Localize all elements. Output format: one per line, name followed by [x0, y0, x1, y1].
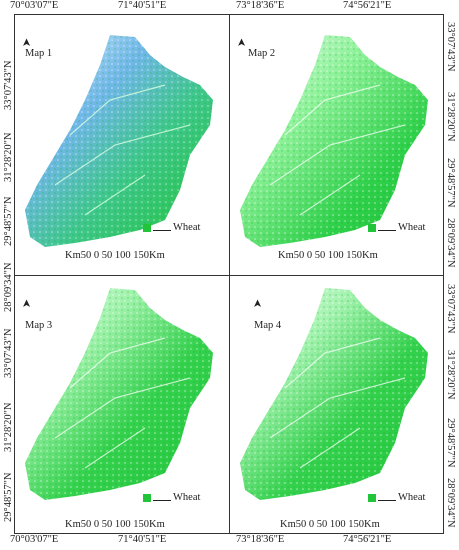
left-latitude-3: 29°48'57"N [3, 196, 14, 246]
wheat-swatch [143, 223, 151, 232]
horizontal-divider [14, 275, 444, 276]
top-longitude-1: 70°03'07"E [10, 0, 59, 11]
vertical-divider [229, 14, 230, 534]
right-latitude-2: 31°28'20"N [445, 92, 456, 142]
right-latitude-7: 29°48'57"N [445, 418, 456, 468]
bottom-longitude-4: 74°56'21"E [343, 534, 392, 545]
left-latitude-5: 33°07'43"N [3, 328, 14, 378]
right-latitude-1: 33°07'43"N [445, 22, 456, 72]
right-latitude-4: 28°09'34"N [445, 218, 456, 268]
map-3-legend: Wheat [143, 492, 200, 503]
top-longitude-4: 74°56'21"E [343, 0, 392, 11]
north-arrow-icon: ➤ [21, 298, 34, 309]
legend-line [378, 224, 396, 231]
map-1-title: Map 1 [25, 48, 53, 59]
map-2-scale-bar: Km50 0 50 100 150Km [278, 250, 378, 261]
map-2-region [240, 35, 428, 247]
map-3-legend-label: Wheat [173, 492, 201, 503]
map-1-legend: Wheat [143, 222, 200, 233]
left-latitude-6: 31°28'20"N [3, 402, 14, 452]
left-latitude-2: 31°28'20"N [3, 132, 14, 182]
map-3-region [25, 288, 213, 500]
left-latitude-1: 33°07'43"N [3, 60, 14, 110]
legend-line [153, 494, 171, 501]
right-latitude-6: 31°28'20"N [445, 350, 456, 400]
left-latitude-4: 28°09'34"N [3, 262, 14, 312]
map-panel-1: ➤ Map 1 Wheat Km50 0 50 100 150Km [15, 15, 229, 275]
north-arrow-icon: ➤ [236, 37, 249, 48]
map-2-legend: Wheat [368, 222, 425, 233]
north-arrow-icon: ➤ [252, 298, 265, 309]
map-2-title: Map 2 [248, 48, 276, 59]
map-4-title: Map 4 [254, 320, 282, 331]
map-1-region [25, 35, 213, 247]
map-2-legend-label: Wheat [398, 222, 426, 233]
wheat-swatch [368, 223, 376, 232]
map-4-scale-bar: Km50 0 50 100 150Km [280, 519, 380, 530]
right-latitude-3: 29°48'57"N [445, 158, 456, 208]
right-latitude-5: 33°07'43"N [445, 284, 456, 334]
map-panel-2: ➤ Map 2 Wheat Km50 0 50 100 150Km [230, 15, 444, 275]
north-arrow-icon: ➤ [21, 37, 34, 48]
map-3-title: Map 3 [25, 320, 53, 331]
wheat-swatch [143, 493, 151, 502]
bottom-longitude-2: 71°40'51"E [118, 534, 167, 545]
map-4-region [240, 288, 428, 500]
right-latitude-8: 28°09'34"N [445, 478, 456, 528]
map-1-legend-label: Wheat [173, 222, 201, 233]
legend-line [378, 494, 396, 501]
left-latitude-7: 29°48'57"N [3, 472, 14, 522]
top-longitude-2: 71°40'51"E [118, 0, 167, 11]
bottom-longitude-1: 70°03'07"E [10, 534, 59, 545]
wheat-swatch [368, 493, 376, 502]
map-panel-3: ➤ Map 3 Wheat Km50 0 50 100 150Km [15, 276, 229, 536]
bottom-longitude-3: 73°18'36"E [236, 534, 285, 545]
map-1-scale-bar: Km50 0 50 100 150Km [65, 250, 165, 261]
map-3-scale-bar: Km50 0 50 100 150Km [65, 519, 165, 530]
top-longitude-3: 73°18'36"E [236, 0, 285, 11]
legend-line [153, 224, 171, 231]
map-4-legend-label: Wheat [398, 492, 426, 503]
map-4-legend: Wheat [368, 492, 425, 503]
map-panel-4: ➤ Map 4 Wheat Km50 0 50 100 150Km [230, 276, 444, 536]
